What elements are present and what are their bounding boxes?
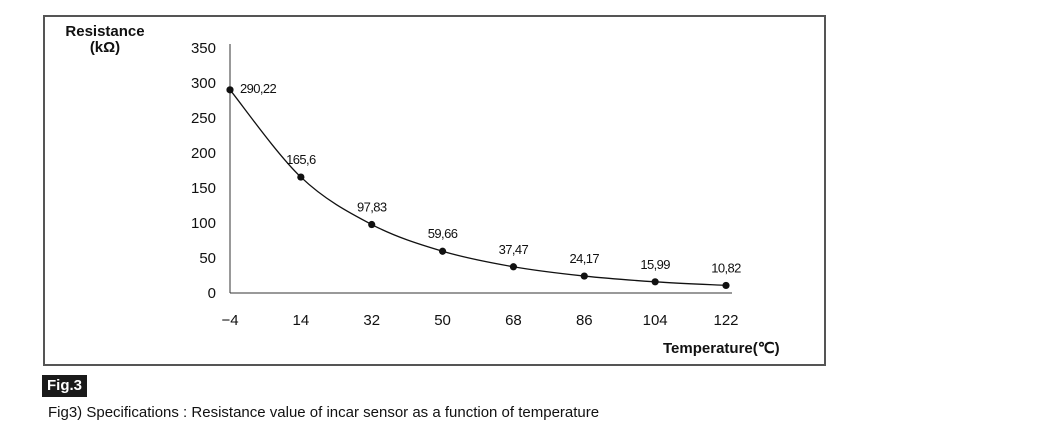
x-tick-label: 50 [434,312,451,329]
y-tick-label: 100 [191,215,216,232]
data-label: 97,83 [357,200,387,215]
y-tick-label: 350 [191,40,216,57]
data-label: 290,22 [240,81,277,96]
x-tick-label: −4 [221,312,238,329]
data-label: 59,66 [428,226,458,241]
y-axis-title: Resistance [65,23,145,40]
figure-badge: Fig.3 [42,375,88,397]
chart-axes [229,44,732,294]
y-tick-label: 250 [191,110,216,127]
figure-caption: Fig3) Specifications : Resistance value … [48,404,600,421]
x-tick-label: 104 [643,312,668,329]
chart-series: 290,22 165,6 97,83 59,66 37,47 24,17 15,99 10,8… [226,81,742,290]
x-tick-label: 122 [713,312,738,329]
data-point [722,281,730,290]
y-tick-label: 300 [191,75,216,92]
y-axis-label: Resistance (kΩ) [50,24,160,56]
data-label: 165,6 [286,152,316,167]
y-tick-label: 0 [208,285,216,302]
data-label: 37,47 [499,242,529,257]
data-label: 15,99 [640,257,670,272]
data-point [297,173,305,181]
data-point [580,272,588,280]
data-point [651,278,659,286]
x-tick-label: 14 [293,312,310,329]
y-tick-label: 50 [199,250,216,267]
chart-ticks: 0 50 100 150 200 250 300 350 −4 14 32 50 68 86 104 122 [191,40,739,329]
data-point [438,247,447,255]
x-tick-label: 32 [363,312,380,329]
chart-frame [43,15,826,366]
data-point [509,263,518,271]
y-axis-unit: (kΩ) [89,39,121,56]
data-point [226,86,234,94]
x-axis-label: Temperature(℃) [663,340,780,357]
y-tick-label: 150 [191,180,216,197]
x-tick-label: 68 [505,312,522,329]
data-label: 10,82 [711,260,741,275]
data-label: 24,17 [570,251,600,266]
data-point [368,220,376,229]
x-tick-label: 86 [576,312,593,329]
y-tick-label: 200 [191,145,216,162]
